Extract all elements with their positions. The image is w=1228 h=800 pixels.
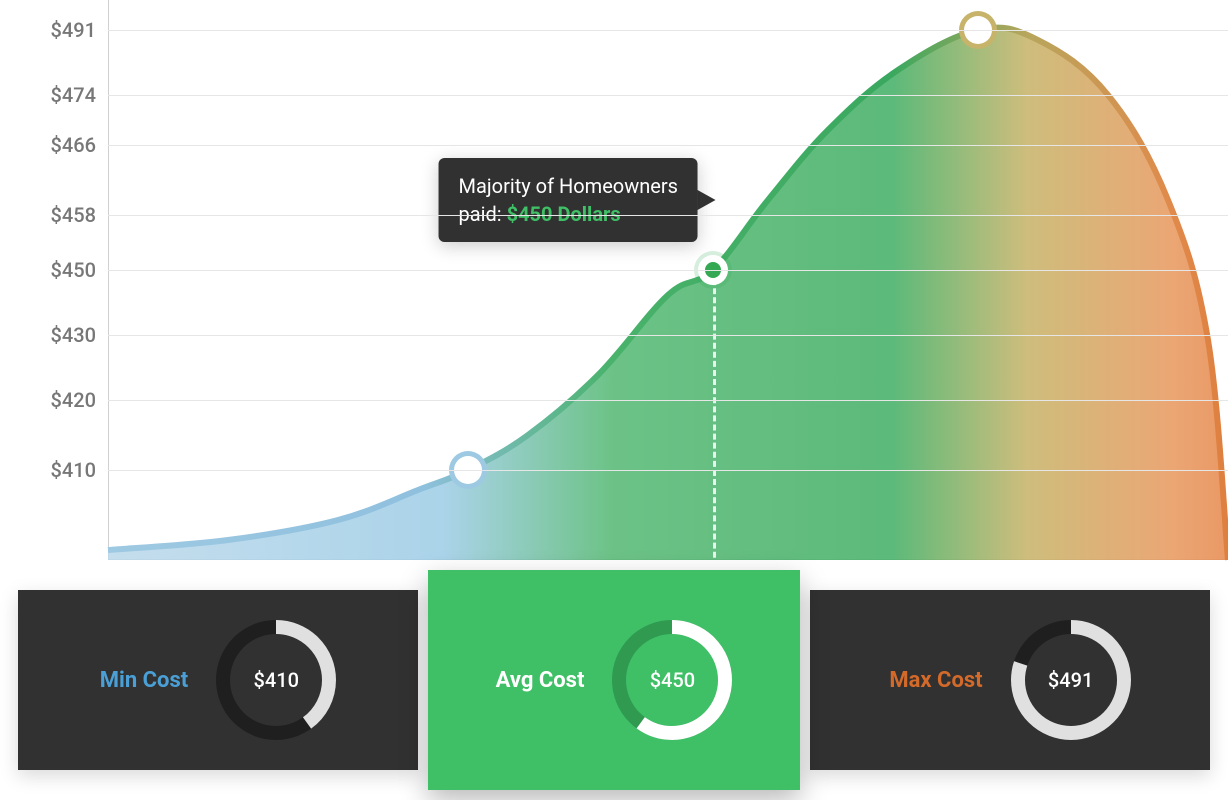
tooltip-value: $450 Dollars <box>507 202 621 226</box>
gridline <box>108 215 1228 216</box>
y-tick-label: $458 <box>51 203 96 227</box>
y-tick-label: $474 <box>51 83 96 107</box>
y-tick-label: $410 <box>51 458 96 482</box>
plot-region: Majority of Homeowners paid: $450 Dollar… <box>108 0 1228 560</box>
gridline <box>108 400 1228 401</box>
gridline <box>108 335 1228 336</box>
y-tick-label: $466 <box>51 133 96 157</box>
panel-label-avg: Avg Cost <box>496 668 585 693</box>
y-tick-label: $420 <box>51 388 96 412</box>
donut-value-max: $491 <box>1011 620 1131 740</box>
donut-min: $410 <box>216 620 336 740</box>
cost-chart-widget: $491 $474 $466 $458 $450 $430 $420 $410 Majorit… <box>0 0 1228 800</box>
tooltip-line1: Majority of Homeowners <box>459 172 678 200</box>
chart-area: $491 $474 $466 $458 $450 $430 $420 $410 Majorit… <box>0 0 1228 560</box>
y-tick-label: $430 <box>51 323 96 347</box>
gridline <box>108 270 1228 271</box>
donut-value-avg: $450 <box>612 620 732 740</box>
donut-max: $491 <box>1011 620 1131 740</box>
panel-avg: Avg Cost $450 <box>428 570 800 790</box>
gridline <box>108 145 1228 146</box>
panel-min: Min Cost $410 <box>18 590 418 770</box>
tooltip-prefix: paid: <box>459 202 507 226</box>
area-curve-svg <box>108 0 1228 560</box>
avg-marker-line <box>713 270 716 585</box>
gridline <box>108 95 1228 96</box>
gridline <box>108 30 1228 31</box>
panel-label-max: Max Cost <box>889 668 982 693</box>
panel-max: Max Cost $491 <box>810 590 1210 770</box>
donut-value-min: $410 <box>216 620 336 740</box>
y-tick-label: $491 <box>51 18 96 42</box>
gridline <box>108 470 1228 471</box>
y-axis: $491 $474 $466 $458 $450 $430 $420 $410 <box>0 0 108 560</box>
summary-footer: Min Cost $410Avg Cost $450Max Cost $491 <box>0 560 1228 800</box>
donut-avg: $450 <box>612 620 732 740</box>
panel-label-min: Min Cost <box>100 668 188 693</box>
y-tick-label: $450 <box>51 258 96 282</box>
tooltip: Majority of Homeowners paid: $450 Dollar… <box>439 158 698 242</box>
